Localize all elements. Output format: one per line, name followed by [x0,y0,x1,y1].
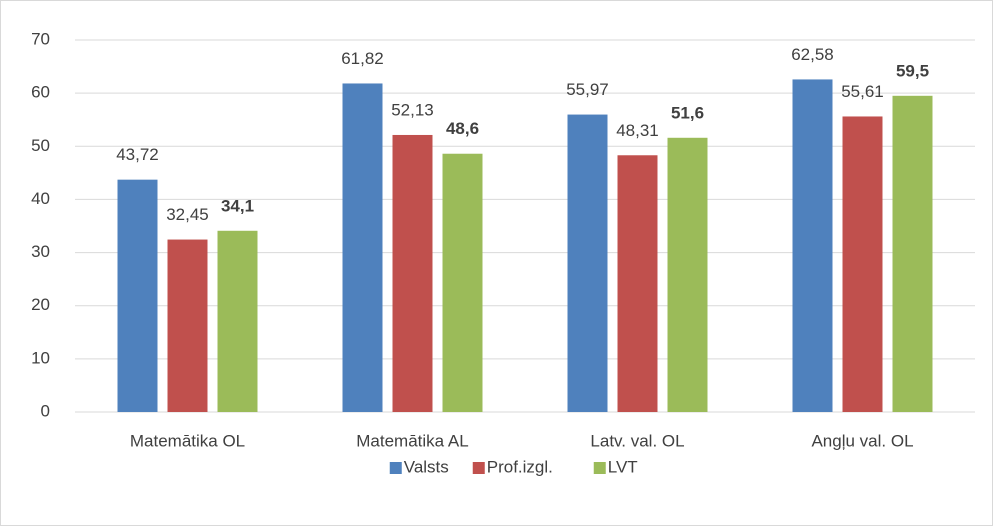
y-tick-label: 10 [31,348,50,367]
bar [392,134,433,412]
bar [667,137,708,413]
y-tick-label: 70 [31,29,50,48]
bar [567,114,608,413]
x-tick-label: Angļu val. OL [811,431,913,450]
data-label: 62,58 [791,45,834,64]
bar [892,95,933,413]
y-tick-label: 60 [31,83,50,102]
data-label: 55,97 [566,80,609,99]
bar [342,83,383,412]
data-label: 48,6 [446,119,479,138]
data-label: 32,45 [166,205,209,224]
legend-swatch [389,462,402,474]
y-tick-label: 50 [31,136,50,155]
x-tick-label: Latv. val. OL [590,431,684,450]
legend-swatch [472,462,485,474]
x-tick-label: Matemātika AL [356,431,468,450]
data-label: 51,6 [671,103,704,122]
data-label: 34,1 [221,196,254,215]
legend-swatch [593,462,606,474]
y-tick-label: 30 [31,242,50,261]
bar [842,116,883,413]
bar [617,155,658,413]
y-tick-label: 20 [31,295,50,314]
bar [792,79,833,412]
data-label: 59,5 [896,61,929,80]
legend-label: LVT [608,457,638,476]
bar [167,239,208,412]
data-label: 55,61 [841,82,884,101]
legend-label: Valsts [404,457,449,476]
x-tick-label: Matemātika OL [130,431,245,450]
y-tick-label: 40 [31,189,50,208]
bar [217,230,258,412]
data-label: 52,13 [391,100,434,119]
data-label: 61,82 [341,49,384,68]
y-tick-label: 0 [41,401,50,420]
data-label: 43,72 [116,145,159,164]
data-label: 48,31 [616,121,659,140]
bar [117,179,158,412]
legend-label: Prof.izgl. [487,457,553,476]
bar [442,153,483,412]
